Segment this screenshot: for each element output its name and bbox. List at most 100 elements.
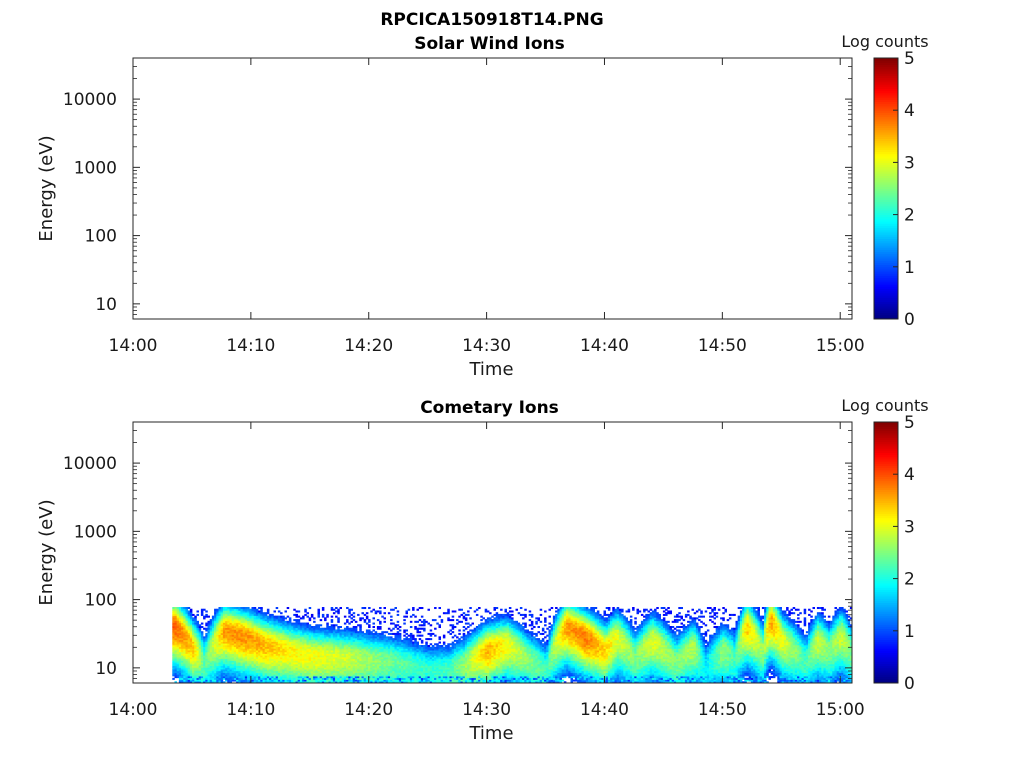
heatmap-cell: [405, 664, 408, 667]
heatmap-cell: [451, 648, 455, 651]
heatmap-cell: [194, 651, 197, 654]
heatmap-cell: [427, 657, 430, 660]
heatmap-cell: [209, 624, 213, 627]
heatmap-cell: [385, 679, 389, 682]
heatmap-cell: [244, 677, 248, 680]
heatmap-cell: [401, 667, 404, 670]
heatmap-cell: [350, 608, 353, 611]
heatmap-cell: [429, 658, 433, 661]
heatmap-cell: [337, 674, 340, 677]
heatmap-cell: [260, 639, 263, 642]
heatmap-cell: [310, 651, 314, 654]
heatmap-cell: [332, 655, 336, 658]
heatmap-cell: [372, 650, 375, 653]
heatmap-cell: [187, 617, 191, 620]
heatmap-cell: [258, 636, 261, 639]
heatmap-cell: [304, 662, 307, 665]
heatmap-cell: [269, 615, 272, 618]
heatmap-cell: [317, 632, 320, 635]
colorbar-segment: [874, 151, 898, 155]
heatmap-cell: [273, 655, 276, 658]
heatmap-cell: [409, 650, 413, 653]
heatmap-cell: [218, 650, 221, 653]
colorbar-segment: [874, 264, 898, 268]
heatmap-cell: [328, 667, 331, 670]
heatmap-cell: [220, 639, 224, 642]
heatmap-cell: [299, 622, 303, 625]
heatmap-cell: [326, 624, 329, 627]
heatmap-cell: [229, 681, 232, 684]
heatmap-cell: [258, 653, 261, 656]
heatmap-cell: [425, 657, 428, 660]
heatmap-cell: [247, 664, 250, 667]
heatmap-cell: [183, 651, 186, 654]
heatmap-cell: [456, 657, 459, 660]
heatmap-cell: [214, 672, 217, 675]
heatmap-cell: [200, 681, 204, 684]
heatmap-cell: [176, 658, 180, 661]
heatmap-cell: [247, 627, 250, 630]
heatmap-cell: [277, 667, 281, 670]
heatmap-cell: [324, 677, 327, 680]
y-tick-label: 10000: [63, 90, 117, 110]
heatmap-cell: [282, 667, 285, 670]
heatmap-cell: [269, 626, 272, 629]
heatmap-cell: [372, 670, 375, 673]
heatmap-cell: [337, 646, 340, 649]
heatmap-cell: [427, 648, 430, 651]
heatmap-cell: [370, 657, 373, 660]
heatmap-cell: [339, 643, 342, 646]
heatmap-cell: [302, 651, 305, 654]
heatmap-cell: [346, 620, 349, 623]
heatmap-cell: [425, 620, 428, 623]
heatmap-cell: [295, 676, 298, 679]
heatmap-cell: [332, 627, 336, 630]
heatmap-cell: [438, 672, 441, 675]
heatmap-cell: [310, 634, 314, 637]
heatmap-cell: [416, 646, 419, 649]
heatmap-cell: [440, 620, 444, 623]
heatmap-cell: [222, 620, 226, 623]
heatmap-cell: [346, 667, 349, 670]
heatmap-cell: [409, 620, 413, 623]
heatmap-cell: [352, 612, 356, 615]
heatmap-cell: [174, 610, 177, 613]
heatmap-cell: [412, 650, 415, 653]
heatmap-cell: [242, 622, 246, 625]
heatmap-cell: [269, 629, 272, 632]
heatmap-cell: [295, 650, 298, 653]
heatmap-cell: [255, 622, 259, 625]
heatmap-cell: [284, 667, 287, 670]
heatmap-cell: [330, 669, 334, 672]
heatmap-cell: [392, 669, 395, 672]
heatmap-cell: [238, 634, 241, 637]
heatmap-cell: [319, 667, 323, 670]
heatmap-cell: [183, 670, 186, 673]
heatmap-cell: [310, 648, 314, 651]
heatmap-cell: [240, 612, 243, 615]
heatmap-cell: [218, 646, 221, 649]
heatmap-cell: [354, 676, 358, 679]
heatmap-cell: [458, 657, 461, 660]
heatmap-cell: [341, 655, 345, 658]
heatmap-cell: [458, 660, 461, 663]
heatmap-cell: [244, 681, 248, 684]
heatmap-cell: [251, 681, 254, 684]
heatmap-cell: [251, 645, 254, 648]
heatmap-cell: [196, 645, 199, 648]
heatmap-cell: [229, 634, 232, 637]
heatmap-cell: [189, 679, 193, 682]
heatmap-cell: [266, 624, 270, 627]
heatmap-cell: [284, 664, 287, 667]
heatmap-cell: [227, 679, 230, 682]
heatmap-cell: [405, 669, 408, 672]
heatmap-cell: [271, 629, 274, 632]
heatmap-cell: [337, 641, 340, 644]
heatmap-cell: [405, 648, 408, 651]
heatmap-cell: [220, 612, 224, 615]
heatmap-cell: [291, 648, 294, 651]
heatmap-cell: [220, 669, 224, 672]
heatmap-cell: [192, 648, 195, 651]
heatmap-cell: [264, 624, 268, 627]
